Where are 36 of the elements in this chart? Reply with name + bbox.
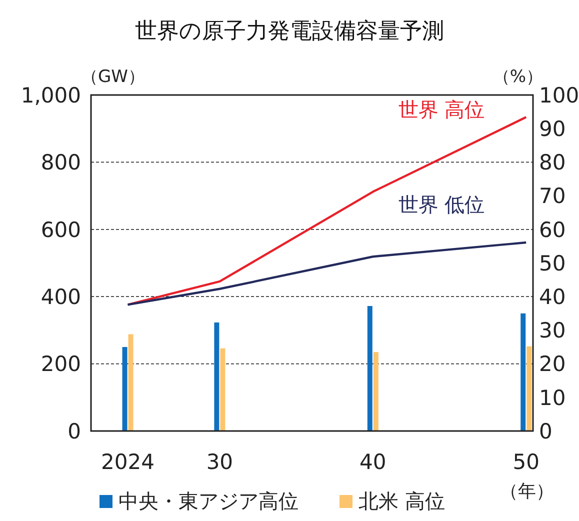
- y-tick-label: 200: [40, 352, 81, 376]
- y2-tick-label: 40: [539, 284, 566, 309]
- bar: [520, 313, 526, 431]
- bar: [128, 334, 134, 431]
- y-tick-label: 1,000: [20, 83, 81, 108]
- x-axis-title: （年）: [500, 481, 554, 502]
- line-series: [126, 241, 528, 306]
- series-label: 世界 高位: [398, 97, 485, 122]
- y-tick-label: 800: [40, 150, 81, 175]
- bar: [526, 346, 532, 431]
- x-tick-label: 40: [360, 450, 386, 474]
- y2-tick-label: 70: [539, 184, 566, 208]
- y-tick-label: 0: [68, 419, 81, 444]
- y2-tick-label: 80: [539, 150, 566, 175]
- y2-tick-label: 50: [539, 251, 566, 276]
- chart-title: 世界の原子力発電設備容量予測: [135, 19, 444, 44]
- bar: [220, 348, 226, 431]
- bar: [214, 322, 220, 431]
- series-label: 世界 低位: [398, 192, 485, 217]
- y2-tick-label: 10: [539, 386, 566, 410]
- bar: [367, 306, 372, 431]
- y2-tick-label: 0: [539, 419, 552, 444]
- x-tick-label: 2024: [101, 450, 154, 474]
- y2-tick-label: 30: [539, 318, 566, 343]
- bar: [373, 352, 378, 431]
- legend-label: 中央・東アジア高位: [118, 489, 298, 513]
- y2-tick-label: 90: [539, 116, 566, 141]
- legend-label: 北米 高位: [358, 489, 445, 513]
- y-tick-label: 600: [40, 218, 81, 242]
- bar: [122, 347, 128, 431]
- y-tick-label: 400: [40, 284, 81, 309]
- y-axis-title: （GW）: [81, 67, 145, 87]
- y2-tick-label: 60: [539, 218, 566, 242]
- x-tick-label: 30: [206, 450, 234, 474]
- y2-tick-label: 20: [539, 352, 566, 376]
- x-tick-label: 50: [512, 450, 540, 474]
